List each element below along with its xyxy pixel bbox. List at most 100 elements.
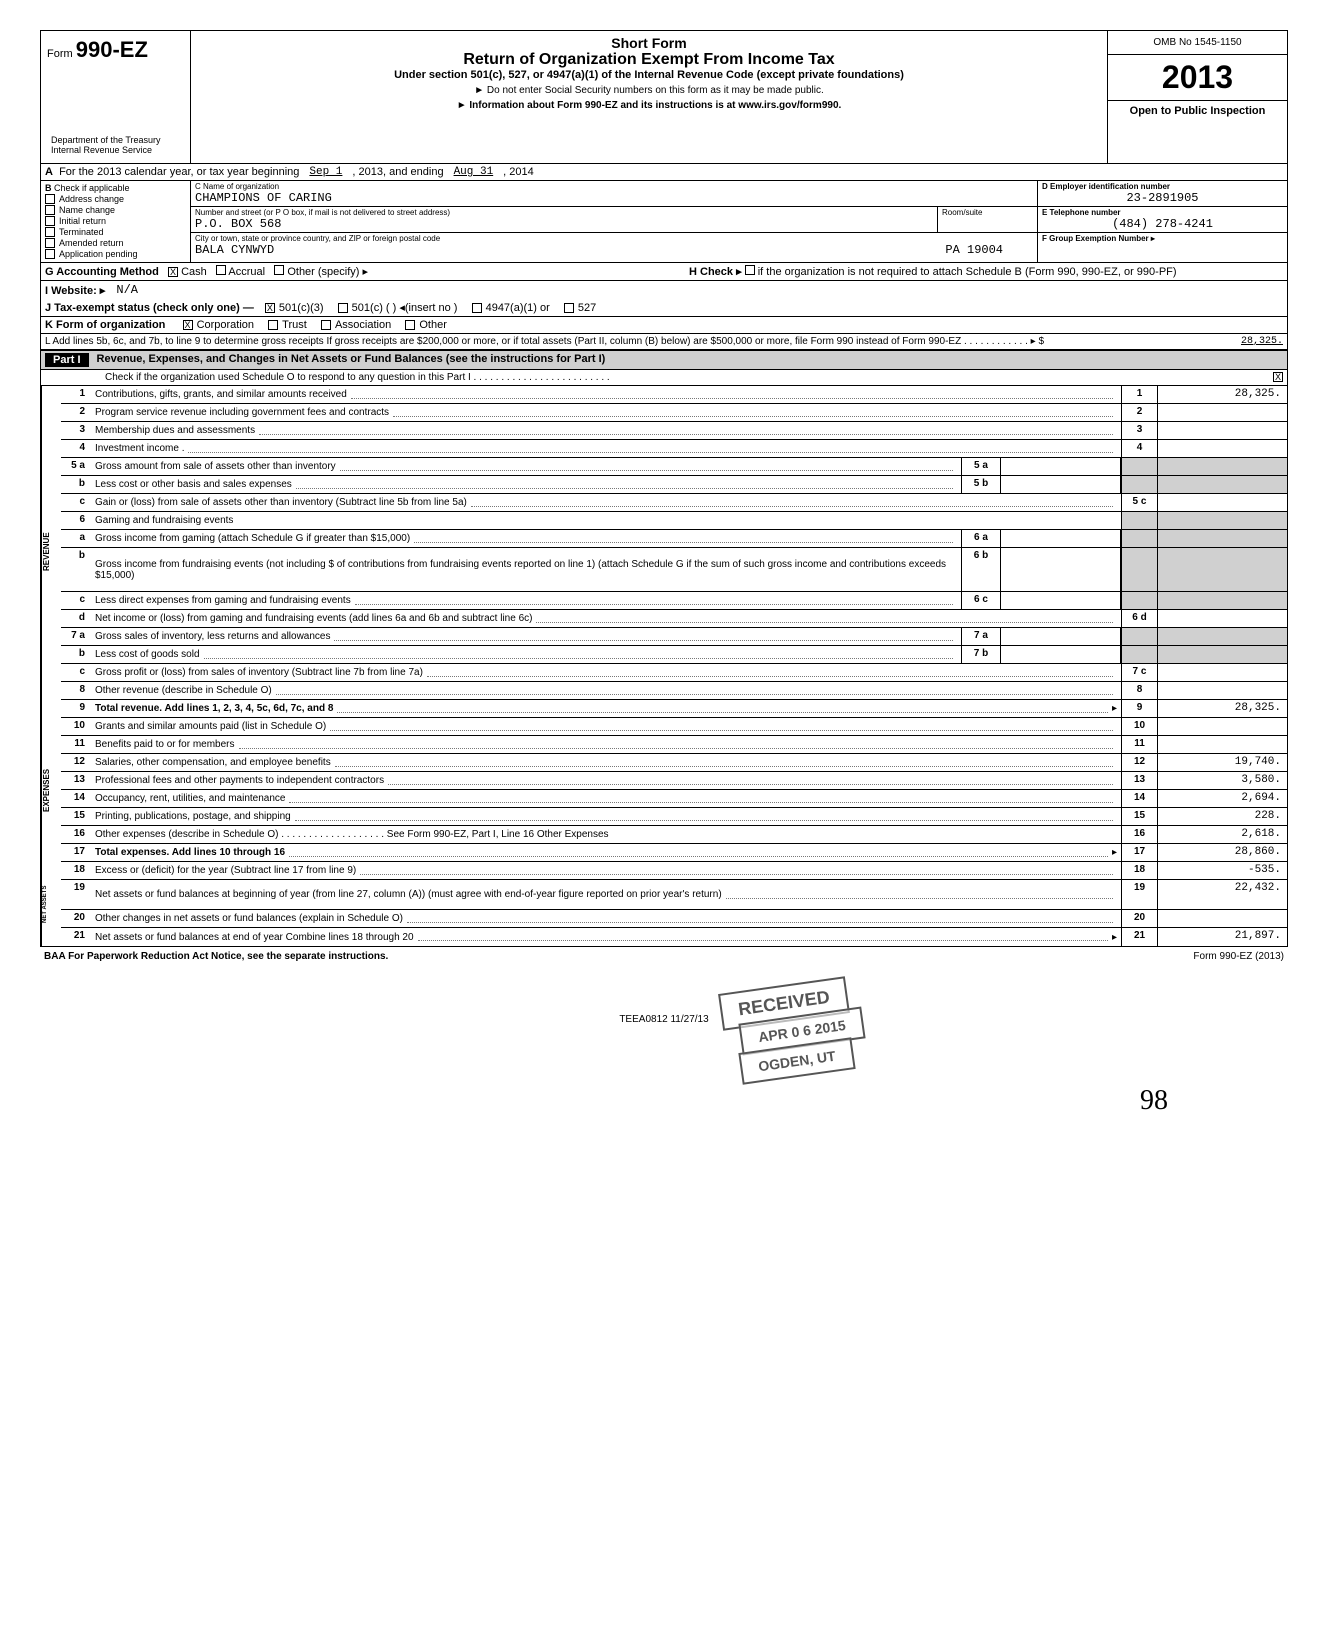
subtitle: Under section 501(c), 527, or 4947(a)(1)… [199, 69, 1099, 81]
cb-accrual[interactable] [216, 265, 226, 275]
amt-1: 28,325. [1157, 386, 1287, 403]
line-a-pre: For the 2013 calendar year, or tax year … [59, 166, 299, 178]
part1-label: Part I [45, 353, 89, 367]
cb-address-change[interactable] [45, 194, 55, 204]
footer-right: Form 990-EZ (2013) [1193, 951, 1284, 962]
amt-8 [1157, 682, 1287, 699]
line-l: L Add lines 5b, 6c, and 7b, to line 9 to… [41, 334, 1287, 351]
gross-receipts: 28,325. [1153, 336, 1283, 347]
cb-corporation[interactable] [183, 320, 193, 330]
dept-treasury: Department of the Treasury Internal Reve… [47, 133, 184, 157]
expenses-section: EXPENSES 10Grants and similar amounts pa… [41, 718, 1287, 862]
amt-10 [1157, 718, 1287, 735]
header-left: Form 990-EZ Department of the Treasury I… [41, 31, 191, 163]
org-info-block: B Check if applicable Address change Nam… [41, 181, 1287, 263]
form-number: 990-EZ [76, 37, 148, 62]
side-expenses: EXPENSES [41, 718, 61, 862]
cb-527[interactable] [564, 303, 574, 313]
tax-year-begin: Sep 1 [299, 166, 352, 178]
amt-18: -535. [1157, 862, 1287, 879]
form-header: Form 990-EZ Department of the Treasury I… [41, 31, 1287, 164]
amt-11 [1157, 736, 1287, 753]
line-j: J Tax-exempt status (check only one) — 5… [41, 299, 1287, 317]
amt-9: 28,325. [1157, 700, 1287, 717]
net-assets-section: NET ASSETS 18Excess or (deficit) for the… [41, 862, 1287, 946]
f-label: F Group Exemption Number ▸ [1042, 234, 1155, 243]
telephone: (484) 278-4241 [1042, 217, 1283, 231]
footer-center: TEEA0812 11/27/13 [40, 1014, 1288, 1025]
tax-year-end: Aug 31 [444, 166, 504, 178]
amt-4 [1157, 440, 1287, 457]
form-990ez: Form 990-EZ Department of the Treasury I… [40, 30, 1288, 947]
line-a-mid: , 2013, and ending [352, 166, 443, 178]
org-state-zip: PA 19004 [945, 243, 1033, 257]
city-label: City or town, state or province country,… [195, 234, 1033, 243]
amt-2 [1157, 404, 1287, 421]
side-net-assets: NET ASSETS [41, 862, 61, 946]
title-main: Return of Organization Exempt From Incom… [199, 51, 1099, 69]
header-right: OMB No 1545-1150 2013 Open to Public Ins… [1107, 31, 1287, 163]
stamp-ogden: OGDEN, UT [738, 1037, 855, 1085]
k-label: K Form of organization [45, 319, 165, 331]
line-i: I Website: ▸ N/A [41, 281, 1287, 299]
cb-4947a1[interactable] [472, 303, 482, 313]
schedule-o-check: Check if the organization used Schedule … [41, 370, 1287, 386]
amt-20 [1157, 910, 1287, 927]
revenue-section: REVENUE 1Contributions, gifts, grants, a… [41, 386, 1287, 718]
cb-app-pending[interactable] [45, 249, 55, 259]
amt-7c [1157, 664, 1287, 681]
cb-other-form[interactable] [405, 320, 415, 330]
part1-title: Revenue, Expenses, and Changes in Net As… [97, 353, 606, 367]
amt-5c [1157, 494, 1287, 511]
cb-amended[interactable] [45, 238, 55, 248]
c-label: C Name of organization [195, 182, 1033, 191]
website: N/A [116, 283, 138, 297]
line-a-yr: , 2014 [503, 166, 534, 178]
cb-cash[interactable] [168, 267, 178, 277]
line-b-label: Check if applicable [54, 183, 130, 193]
cb-other-method[interactable] [274, 265, 284, 275]
header-center: Short Form Return of Organization Exempt… [191, 31, 1107, 163]
open-public: Open to Public Inspection [1108, 100, 1287, 121]
e-label: E Telephone number [1042, 208, 1121, 217]
form-prefix: Form [47, 48, 73, 60]
title-short-form: Short Form [199, 35, 1099, 51]
cb-schedule-b[interactable] [745, 265, 755, 275]
cb-name-change[interactable] [45, 205, 55, 215]
tax-year: 2013 [1108, 55, 1287, 100]
org-city: BALA CYNWYD [195, 243, 274, 257]
ptr-info: Information about Form 990-EZ and its in… [199, 100, 1099, 111]
amt-14: 2,694. [1157, 790, 1287, 807]
g-label: G Accounting Method [45, 266, 159, 278]
footer-left: BAA For Paperwork Reduction Act Notice, … [44, 951, 388, 962]
amt-13: 3,580. [1157, 772, 1287, 789]
j-label: J Tax-exempt status (check only one) — [45, 302, 254, 314]
amt-12: 19,740. [1157, 754, 1287, 771]
line-g-h: G Accounting Method Cash Accrual Other (… [41, 263, 1287, 281]
amt-6d [1157, 610, 1287, 627]
cb-initial-return[interactable] [45, 216, 55, 226]
h-label: H Check ▸ [689, 266, 742, 278]
line-k: K Form of organization Corporation Trust… [41, 317, 1287, 334]
sched-o-text: Check if the organization used Schedule … [45, 372, 610, 383]
ein: 23-2891905 [1042, 191, 1283, 205]
amt-17: 28,860. [1157, 844, 1287, 861]
amt-19: 22,432. [1157, 880, 1287, 909]
h-text: if the organization is not required to a… [758, 266, 1177, 278]
org-info-col: C Name of organization CHAMPIONS OF CARI… [191, 181, 1037, 262]
line-b-checkboxes: B Check if applicable Address change Nam… [41, 181, 191, 262]
cb-501c[interactable] [338, 303, 348, 313]
cb-association[interactable] [321, 320, 331, 330]
d-e-f-col: D Employer identification number 23-2891… [1037, 181, 1287, 262]
i-label: I Website: ▸ [45, 284, 105, 297]
room-label: Room/suite [942, 208, 1033, 217]
org-name: CHAMPIONS OF CARING [195, 191, 1033, 205]
cb-terminated[interactable] [45, 227, 55, 237]
d-label: D Employer identification number [1042, 182, 1170, 191]
cb-501c3[interactable] [265, 303, 275, 313]
amt-3 [1157, 422, 1287, 439]
line-l-text: L Add lines 5b, 6c, and 7b, to line 9 to… [45, 336, 1153, 347]
amt-16: 2,618. [1157, 826, 1287, 843]
cb-trust[interactable] [268, 320, 278, 330]
cb-schedule-o[interactable] [1273, 372, 1283, 382]
